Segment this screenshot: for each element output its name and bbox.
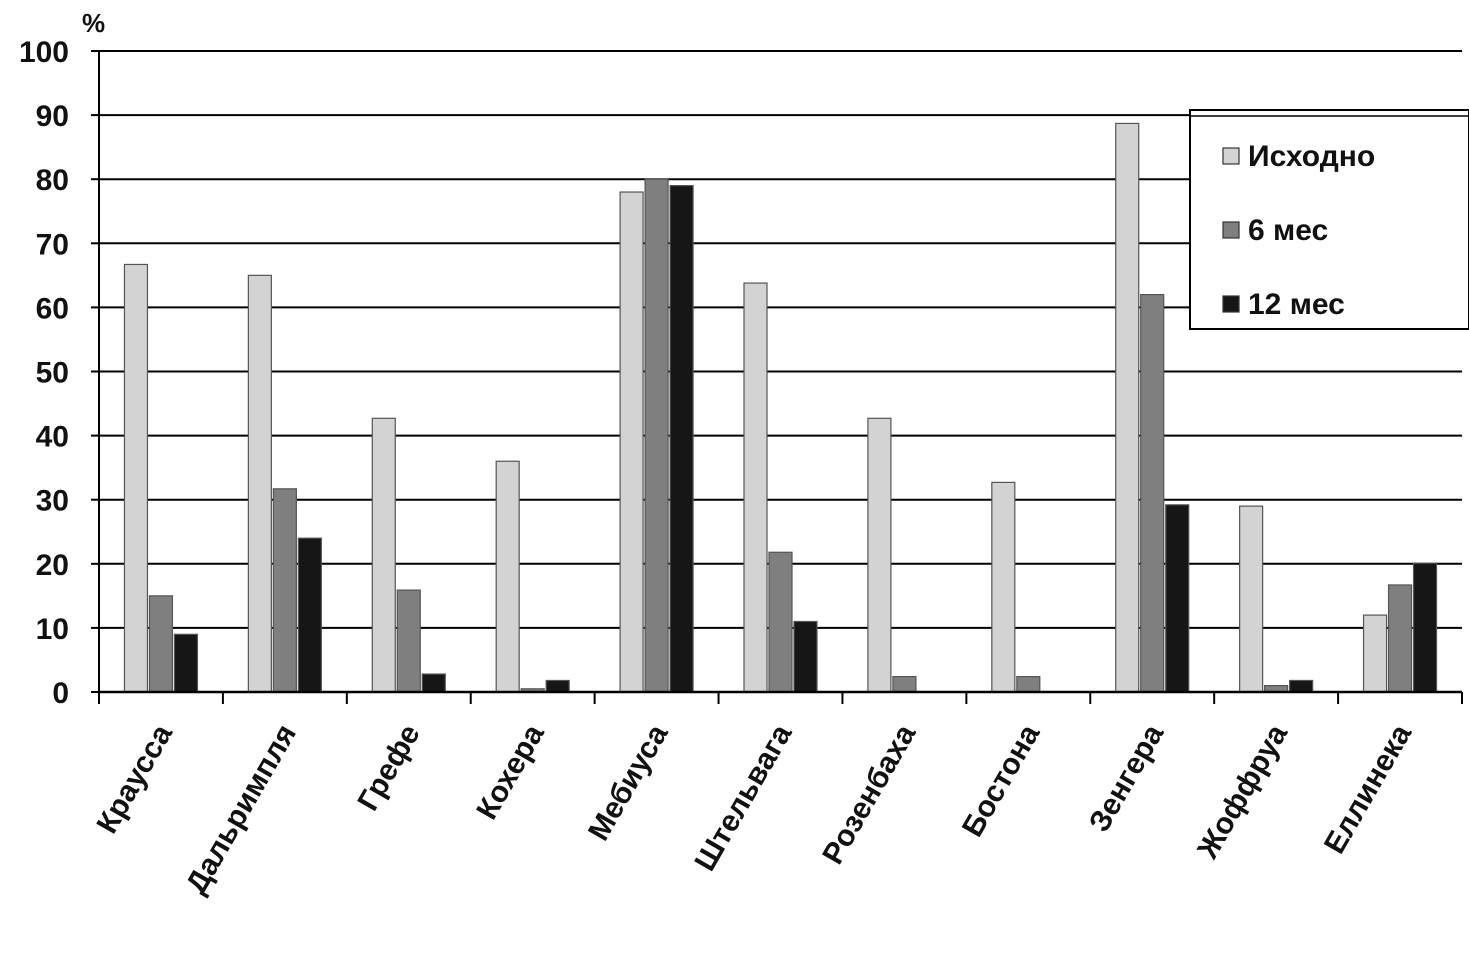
- legend-label-2: 6 мес: [1248, 214, 1328, 247]
- x-tick-label: Жоффруа: [1191, 719, 1294, 865]
- bar-1-11: [1362, 614, 1388, 693]
- bar-1-10: [1239, 505, 1264, 693]
- bar-3-2: [297, 537, 322, 693]
- y-tick-label: 60: [36, 292, 69, 325]
- x-tick-label: Еллинека: [1318, 719, 1418, 860]
- y-tick-label: 20: [36, 549, 69, 582]
- y-tick-label: 10: [36, 613, 69, 646]
- y-tick-label: 30: [36, 485, 69, 518]
- legend: Исходно 6 мес 12 мес: [1189, 109, 1469, 330]
- bar-3-10: [1289, 679, 1314, 693]
- y-tick-label: 40: [36, 421, 69, 454]
- x-tick-label: Дальримпля: [180, 719, 303, 899]
- bar-2-11: [1387, 584, 1413, 693]
- legend-label-3: 12 мес: [1248, 288, 1345, 321]
- y-tick-label: 90: [36, 100, 69, 133]
- x-tick-labels: Краусса Дальримпля Грефе Кохера Мебиуса Штель…: [91, 719, 1419, 900]
- bar-1-6: [743, 282, 768, 693]
- y-tick-label: 50: [36, 357, 69, 390]
- bar-1-8: [991, 481, 1016, 693]
- x-tick-label: Мебиуса: [582, 719, 675, 847]
- x-tick-label: Грефе: [352, 719, 427, 816]
- x-tick-label: Краусса: [91, 719, 180, 839]
- bar-2-6: [768, 551, 793, 693]
- bars: [123, 122, 1438, 693]
- bar-1-7: [867, 417, 892, 693]
- bar-2-2: [272, 488, 297, 693]
- bar-2-5: [644, 178, 669, 693]
- bar-2-9: [1140, 293, 1165, 693]
- bar-2-8: [1016, 676, 1041, 693]
- bar-1-5: [619, 191, 644, 693]
- x-tick-label: Бостона: [956, 719, 1047, 843]
- grid-lines: [99, 50, 1462, 629]
- bar-2-7: [892, 676, 917, 693]
- bar-2-3: [396, 589, 421, 693]
- bar-1-4: [495, 460, 520, 693]
- x-tick-label: Зенгера: [1083, 719, 1171, 838]
- bar-3-1: [173, 633, 199, 693]
- x-tick-label: Розенбаха: [816, 719, 922, 870]
- y-tick-labels: 0 10 20 30 40 50 60 70 80 90 100: [19, 36, 69, 710]
- legend-swatch-2: [1222, 221, 1240, 239]
- y-tick-label: 70: [36, 228, 69, 261]
- bar-1-2: [247, 274, 272, 693]
- bar-2-1: [148, 595, 174, 693]
- bar-3-6: [793, 620, 818, 693]
- legend-label-1: Исходно: [1248, 140, 1375, 173]
- legend-box: [1189, 109, 1469, 330]
- bar-3-9: [1165, 504, 1190, 693]
- x-tick-label: Штельвага: [689, 719, 799, 877]
- legend-swatch-1: [1222, 147, 1240, 165]
- bar-1-9: [1115, 122, 1140, 693]
- bar-1-1: [123, 263, 149, 693]
- y-tick-label: 0: [52, 677, 69, 710]
- y-tick-label: 80: [36, 164, 69, 197]
- bar-1-3: [371, 417, 396, 693]
- y-tick-label: 100: [19, 36, 69, 69]
- y-axis-unit-label: %: [82, 8, 105, 38]
- axes: [91, 50, 1463, 704]
- x-tick-label: Кохера: [470, 719, 550, 825]
- bar-3-4: [545, 679, 570, 693]
- bar-3-11: [1412, 562, 1438, 693]
- bar-3-5: [669, 185, 694, 693]
- legend-swatch-3: [1222, 295, 1240, 313]
- bar-3-3: [421, 673, 446, 693]
